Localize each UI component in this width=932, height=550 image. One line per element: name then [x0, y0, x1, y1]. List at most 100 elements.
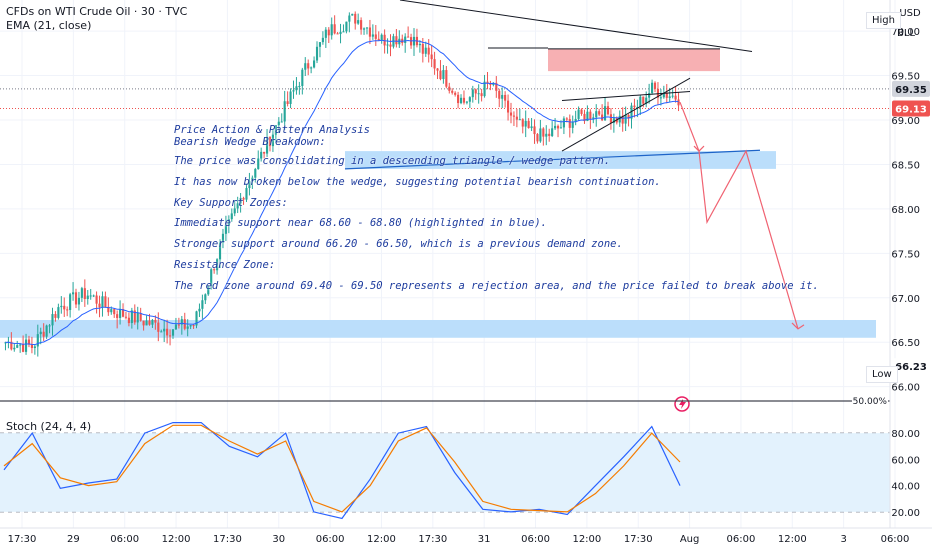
x-tick-label: 3 — [840, 534, 846, 545]
candle-body — [659, 97, 662, 99]
candle-body — [95, 295, 98, 304]
prev-close-tag: 69.35 — [895, 85, 927, 96]
annotation-breakdown: It has now broken below the wedge, sugge… — [174, 176, 661, 188]
candle-body — [66, 309, 69, 311]
x-tick-label: 17:30 — [624, 534, 653, 545]
candle-body — [36, 334, 39, 347]
annotation-strong-support: Stronger support around 66.20 - 66.50, w… — [174, 238, 623, 250]
candle-body — [63, 305, 66, 310]
candle-body — [548, 133, 551, 137]
candle-body — [354, 13, 357, 24]
candle-body — [177, 324, 180, 326]
last-price-tag-bg — [892, 100, 930, 117]
candle-body — [665, 93, 668, 98]
candle-body — [483, 81, 486, 97]
candle-body — [157, 322, 160, 332]
candle-body — [92, 295, 95, 297]
candle-body — [462, 97, 466, 103]
candle-body — [601, 114, 604, 121]
candle-body — [127, 317, 130, 324]
candle-body — [154, 319, 157, 323]
candle-body — [277, 121, 280, 126]
candle-body — [148, 320, 151, 325]
candle-body — [412, 36, 416, 46]
candle-body — [418, 43, 421, 46]
candle-body — [83, 288, 86, 300]
candle-body — [98, 303, 101, 308]
projection — [674, 101, 805, 412]
annotation-resistance-heading: Resistance Zone: — [174, 259, 276, 271]
candle-body — [230, 213, 233, 220]
candle-body — [495, 82, 498, 91]
candle-body — [42, 331, 45, 337]
candle-body — [136, 313, 139, 323]
candle-body — [653, 82, 657, 89]
candle-body — [101, 296, 104, 308]
candle-body — [130, 310, 133, 324]
resistance-trendline — [399, 0, 753, 53]
candle-body — [227, 219, 230, 226]
x-tick-label: 29 — [67, 534, 80, 545]
y-tick-label: 69.50 — [891, 72, 920, 83]
candle-body — [4, 342, 7, 344]
candle-body — [606, 106, 610, 115]
candle-body — [554, 125, 557, 129]
candle-body — [24, 339, 28, 352]
low-label: Low — [866, 366, 898, 383]
candle-body — [651, 82, 654, 94]
candle-body — [380, 34, 383, 41]
x-tick-label: 06:00 — [881, 534, 910, 545]
candle-body — [168, 335, 172, 337]
candle-body — [639, 96, 642, 108]
candle-body — [280, 121, 283, 123]
x-tick-label: 06:00 — [110, 534, 139, 545]
candle-body — [60, 305, 63, 308]
candle-body — [260, 151, 263, 159]
candle-body — [559, 127, 563, 129]
stoch-band — [0, 433, 890, 512]
candle-body — [218, 242, 222, 260]
annotation-consolidation: The price was consolidating in a descend… — [174, 155, 611, 167]
candle-body — [471, 89, 474, 98]
candle-body — [313, 60, 316, 68]
candle-body — [80, 288, 83, 298]
candle-body — [474, 89, 477, 94]
candle-body — [545, 133, 548, 137]
candle-body — [189, 325, 192, 327]
stoch-lines — [3, 422, 681, 520]
candle-body — [389, 44, 392, 47]
candle-body — [151, 319, 154, 325]
pct-label-bg — [852, 393, 888, 407]
unit-label: BLL — [897, 28, 915, 39]
candle-body — [542, 128, 545, 137]
last-price-tag: 69.13 — [895, 104, 927, 115]
candle-body — [69, 294, 72, 310]
candle-body — [39, 331, 42, 335]
candle-body — [77, 297, 81, 305]
stoch-k-line — [3, 422, 681, 520]
candle-body — [124, 316, 128, 318]
candle-body — [524, 120, 527, 127]
candle-body — [636, 107, 639, 109]
stoch-d-line — [3, 424, 681, 513]
candle-body — [186, 326, 189, 329]
support-trendline — [344, 149, 761, 170]
candle-body — [33, 346, 36, 349]
candle-body — [342, 31, 345, 33]
candle-body — [424, 47, 427, 54]
lightning-icon — [679, 399, 686, 409]
candle-body — [271, 134, 274, 147]
candle-body — [630, 105, 633, 119]
candle-body — [10, 341, 13, 350]
candle-body — [624, 115, 627, 124]
candle-body — [451, 90, 454, 93]
candle-body — [30, 344, 33, 349]
candle-body — [365, 27, 369, 29]
candle-body — [286, 101, 289, 104]
candle-body — [242, 197, 245, 200]
candle-body — [192, 325, 195, 327]
candle-body — [321, 37, 324, 43]
candle-body — [283, 101, 286, 122]
candle-body — [251, 177, 254, 182]
